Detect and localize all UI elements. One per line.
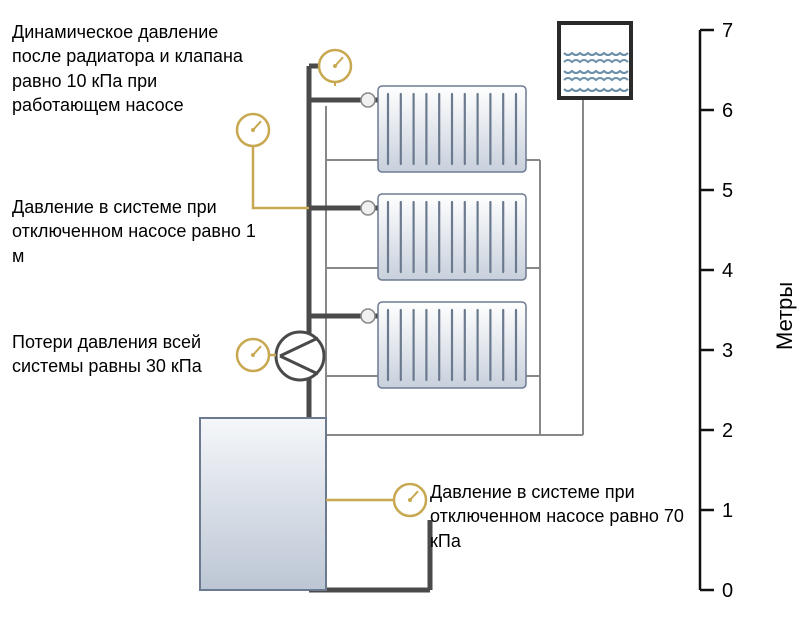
scale-tick-label: 1 <box>722 500 733 522</box>
label-static-pressure-1m: Давление в системе при отключенном насос… <box>12 195 267 268</box>
gauge-left-1 <box>237 114 269 146</box>
pump-icon <box>276 332 324 380</box>
valve-2 <box>361 309 375 323</box>
scale-tick-label: 6 <box>722 100 733 122</box>
axis-label: Метры <box>770 282 800 350</box>
boiler-icon <box>200 418 326 590</box>
valve-0 <box>361 93 375 107</box>
scale-tick-label: 7 <box>722 20 733 42</box>
scale-tick-label: 0 <box>722 580 733 602</box>
expansion-tank-icon <box>559 23 631 98</box>
scale-tick-label: 5 <box>722 180 733 202</box>
scale-layer: 0 1 2 3 4 5 6 7 <box>700 20 733 602</box>
radiator-0 <box>378 86 526 172</box>
scale-tick-label: 3 <box>722 340 733 362</box>
label-dynamic-pressure: Динамическое давление после радиатора и … <box>12 20 267 117</box>
radiator-2 <box>378 302 526 388</box>
label-pressure-loss: Потери давления всей системы равны 30 кП… <box>12 330 267 379</box>
valve-1 <box>361 201 375 215</box>
gauge-top <box>319 50 351 82</box>
radiator-1 <box>378 194 526 280</box>
label-static-pressure-70kpa: Давление в системе при отключенном насос… <box>430 480 690 553</box>
scale-tick-label: 4 <box>722 260 733 282</box>
gauge-bottom <box>394 484 426 516</box>
scale-tick-label: 2 <box>722 420 733 442</box>
